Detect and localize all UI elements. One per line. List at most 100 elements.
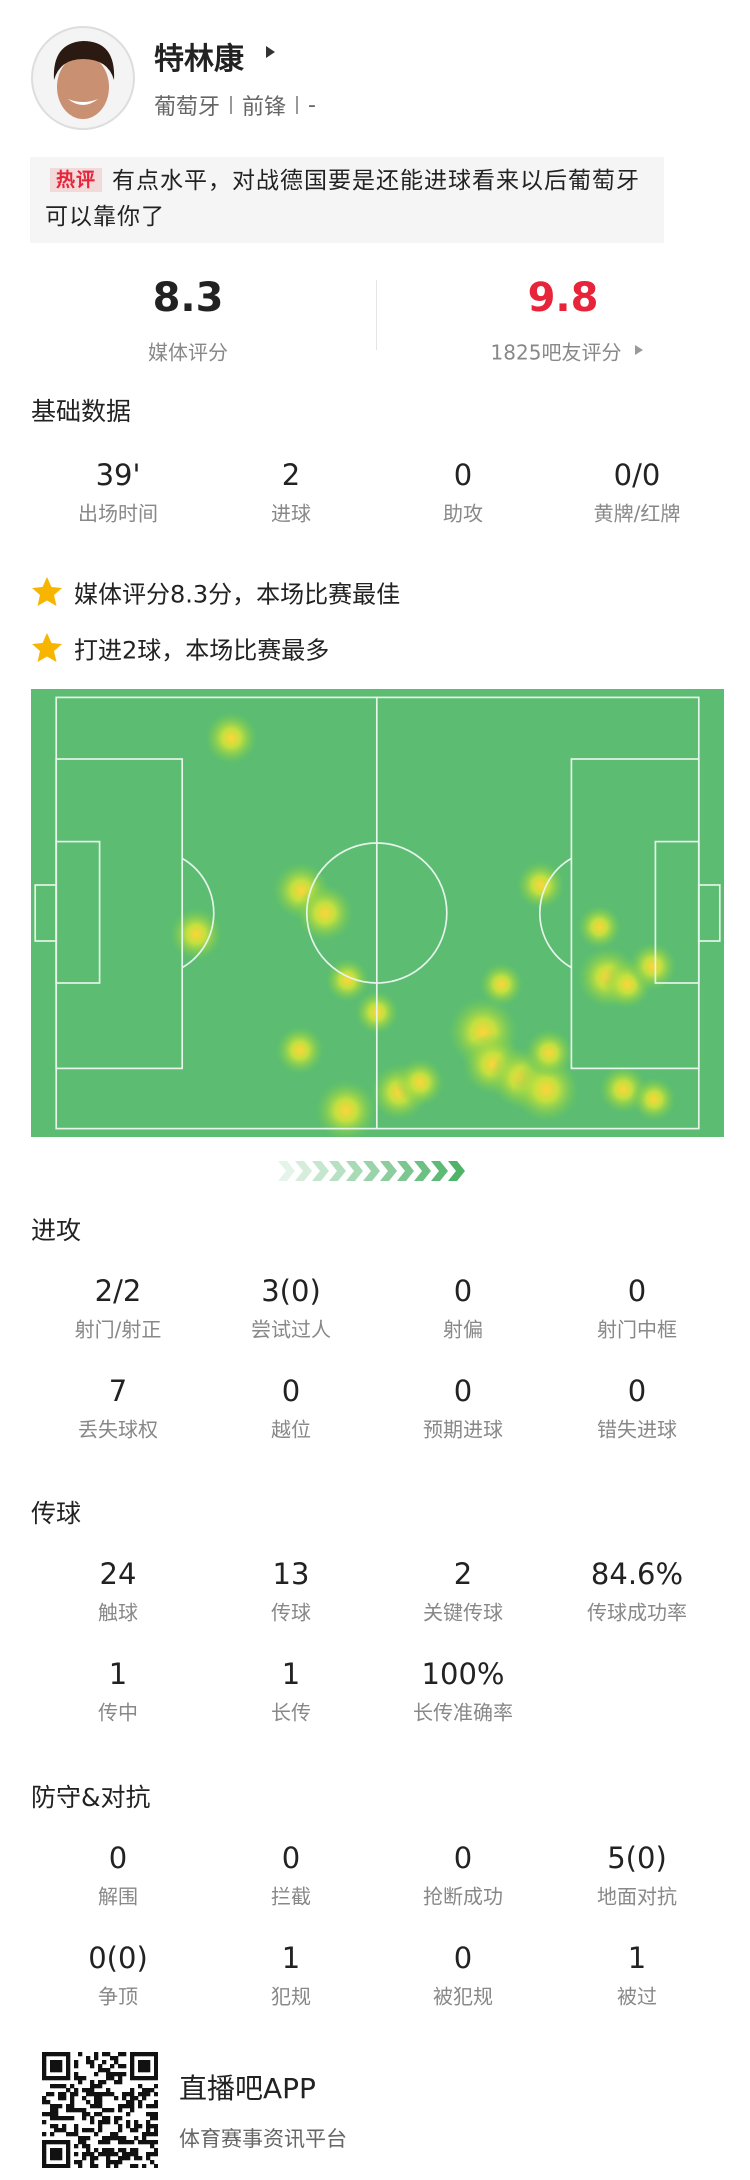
qr-cell: [62, 2116, 67, 2121]
heat-spot: [314, 1079, 378, 1137]
qr-cell: [106, 2108, 111, 2113]
qr-cell: [54, 2068, 59, 2073]
qr-cell: [102, 2092, 107, 2097]
qr-cell: [118, 2080, 123, 2085]
position: 前锋: [242, 95, 287, 120]
app-slogan: 体育赛事资讯平台: [179, 2127, 347, 2151]
qr-cell: [106, 2076, 111, 2081]
qr-cell: [90, 2064, 95, 2069]
stat-label: 拦截: [271, 1884, 311, 1909]
qr-cell: [70, 2092, 75, 2097]
qr-cell: [54, 2128, 59, 2133]
qr-cell: [58, 2064, 63, 2069]
stat-label: 错失进球: [597, 1417, 677, 1442]
qr-cell: [114, 2132, 119, 2137]
qr-cell: [50, 2148, 55, 2153]
qr-cell: [130, 2076, 135, 2081]
qr-cell: [110, 2064, 115, 2069]
qr-cell: [82, 2128, 87, 2133]
qr-cell: [54, 2084, 59, 2089]
qr-cell: [154, 2152, 158, 2157]
qr-cell: [146, 2092, 151, 2097]
fan-rating-label[interactable]: 1825吧友评分: [490, 340, 622, 365]
qr-cell: [50, 2076, 55, 2081]
qr-cell: [50, 2064, 55, 2069]
qr-cell: [66, 2144, 71, 2149]
chevron: [448, 1161, 465, 1181]
qr-cell: [50, 2164, 55, 2168]
qr-cell: [82, 2076, 87, 2081]
qr-cell: [94, 2056, 99, 2061]
qr-cell: [82, 2140, 87, 2145]
qr-cell: [130, 2088, 135, 2093]
qr-cell: [74, 2144, 79, 2149]
qr-cell: [58, 2084, 63, 2089]
qr-cell: [98, 2100, 103, 2105]
qr-cell: [118, 2116, 123, 2121]
qr-cell: [102, 2136, 107, 2141]
stat-label: 解围: [98, 1884, 138, 1909]
stat-label: 抢断成功: [423, 1884, 503, 1909]
qr-cell: [130, 2072, 135, 2077]
qr-cell: [122, 2156, 127, 2161]
qr-cell: [70, 2132, 75, 2137]
qr-cell: [106, 2156, 111, 2161]
qr-cell: [74, 2072, 79, 2077]
qr-cell: [42, 2160, 47, 2165]
qr-cell: [82, 2156, 87, 2161]
stat-value: 0: [453, 1841, 473, 1875]
qr-cell: [98, 2096, 103, 2101]
qr-cell: [134, 2152, 139, 2157]
chevron: [431, 1161, 448, 1181]
qr-cell: [78, 2140, 83, 2145]
qr-cell: [78, 2076, 83, 2081]
chevron: [312, 1161, 329, 1181]
qr-cell: [50, 2112, 55, 2117]
qr-cell: [46, 2140, 51, 2145]
qr-cell: [54, 2140, 59, 2145]
qr-cell: [146, 2132, 151, 2137]
qr-cell: [66, 2060, 71, 2065]
qr-cell: [102, 2116, 107, 2121]
qr-cell: [154, 2076, 158, 2081]
qr-cell: [114, 2072, 119, 2077]
qr-cell: [74, 2124, 79, 2129]
qr-cell: [142, 2096, 147, 2101]
qr-cell: [142, 2092, 147, 2097]
player-name[interactable]: 特林康: [154, 42, 244, 77]
qr-cell: [118, 2064, 123, 2069]
heat-spot: [631, 1076, 677, 1122]
qr-cell: [146, 2152, 151, 2157]
heat-spot: [204, 711, 259, 765]
stat-label: 被犯规: [433, 1984, 493, 2009]
qr-cell: [58, 2140, 63, 2145]
qr-cell: [142, 2064, 147, 2069]
qr-cell: [154, 2148, 158, 2153]
qr-cell: [154, 2140, 158, 2145]
qr-cell: [90, 2128, 95, 2133]
qr-cell: [122, 2092, 127, 2097]
qr-cell: [114, 2060, 119, 2065]
stat-value: 24: [99, 1557, 137, 1591]
stat-label: 长传: [271, 1700, 311, 1725]
qr-cell: [118, 2104, 123, 2109]
qr-cell: [130, 2100, 135, 2105]
qr-cell: [58, 2128, 63, 2133]
qr-cell: [86, 2100, 91, 2105]
qr-cell: [90, 2164, 95, 2168]
qr-cell: [110, 2148, 115, 2153]
stat-label: 越位: [271, 1417, 311, 1442]
stat-label: 传中: [98, 1700, 138, 1725]
qr-cell: [142, 2136, 147, 2141]
qr-cell: [90, 2104, 95, 2109]
qr-cell: [50, 2124, 55, 2129]
direction-arrows: [278, 1161, 465, 1181]
qr-cell: [138, 2076, 143, 2081]
qr-cell: [54, 2064, 59, 2069]
qr-cell: [70, 2084, 75, 2089]
stat-value: 0: [453, 1941, 473, 1975]
qr-cell: [154, 2116, 158, 2121]
qr-cell: [90, 2120, 95, 2125]
stat-value: 1: [281, 1941, 301, 1975]
qr-cell: [58, 2060, 63, 2065]
